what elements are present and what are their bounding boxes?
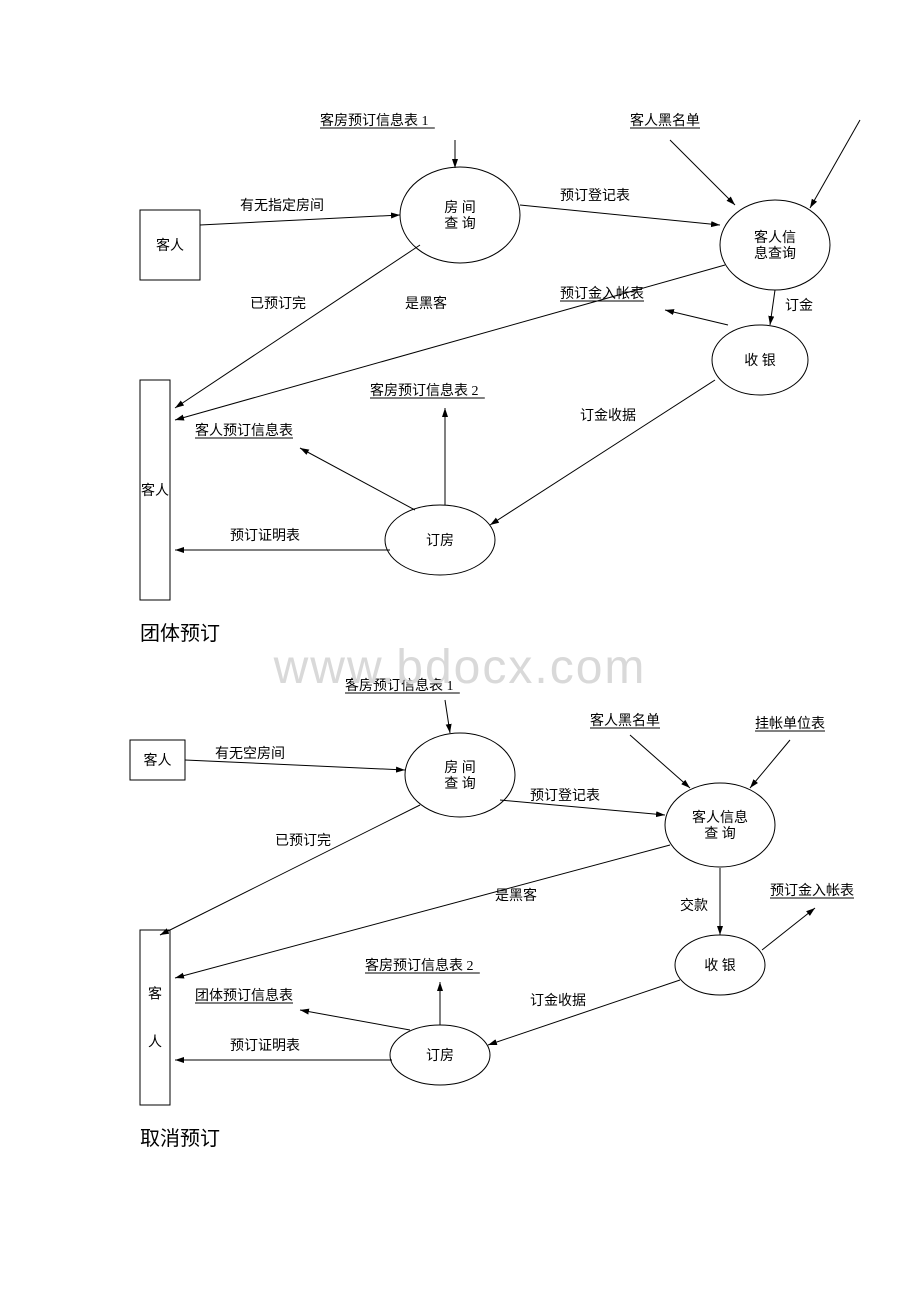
svg-text:已预订完: 已预订完 (275, 833, 331, 849)
svg-text:查 询: 查 询 (704, 826, 736, 842)
svg-text:预订登记表: 预订登记表 (530, 788, 600, 804)
svg-text:息查询: 息查询 (754, 245, 796, 262)
svg-text:客人信息: 客人信息 (692, 809, 748, 826)
svg-text:是黑客: 是黑客 (495, 887, 537, 904)
svg-text:团体预订信息表: 团体预订信息表 (195, 987, 293, 1004)
svg-text:订金收据: 订金收据 (530, 993, 586, 1009)
svg-text:有无空房间: 有无空房间 (215, 746, 285, 762)
svg-text:已预订完: 已预订完 (250, 296, 306, 312)
svg-text:团体预订: 团体预订 (140, 622, 220, 645)
svg-text:客人: 客人 (156, 237, 184, 254)
svg-text:订房: 订房 (426, 533, 454, 549)
svg-text:客人: 客人 (144, 752, 172, 769)
svg-text:有无指定房间: 有无指定房间 (240, 198, 324, 214)
svg-text:客人黑名单: 客人黑名单 (630, 112, 700, 129)
svg-text:收 银: 收 银 (744, 353, 776, 369)
svg-text:查 询: 查 询 (444, 216, 476, 232)
svg-text:订金: 订金 (785, 298, 813, 314)
svg-text:客房预订信息表 1: 客房预订信息表 1 (345, 677, 454, 694)
svg-text:房 间: 房 间 (444, 200, 476, 216)
svg-text:客: 客 (148, 986, 162, 1003)
svg-text:人: 人 (148, 1035, 162, 1051)
svg-text:房 间: 房 间 (444, 760, 476, 776)
svg-text:客人信: 客人信 (754, 229, 796, 246)
svg-text:订金收据: 订金收据 (580, 408, 636, 424)
svg-text:预订登记表: 预订登记表 (560, 188, 630, 204)
svg-text:查 询: 查 询 (444, 776, 476, 792)
svg-text:预订证明表: 预订证明表 (230, 1038, 300, 1054)
svg-text:收 银: 收 银 (704, 958, 736, 974)
svg-text:订房: 订房 (426, 1048, 454, 1064)
svg-text:交款: 交款 (680, 897, 708, 914)
svg-text:客房预订信息表 2: 客房预订信息表 2 (370, 382, 479, 399)
svg-text:客人预订信息表: 客人预订信息表 (195, 422, 293, 439)
svg-text:客房预订信息表 1: 客房预订信息表 1 (320, 112, 429, 129)
svg-text:预订金入帐表: 预订金入帐表 (770, 883, 854, 899)
svg-text:是黑客: 是黑客 (405, 295, 447, 312)
svg-text:客房预订信息表 2: 客房预订信息表 2 (365, 957, 474, 974)
svg-text:挂帐单位表: 挂帐单位表 (755, 716, 825, 732)
svg-text:取消预订: 取消预订 (140, 1127, 220, 1150)
svg-text:预订证明表: 预订证明表 (230, 528, 300, 544)
svg-text:客人: 客人 (141, 482, 169, 499)
dfd-canvas: 客人客人房 间查 询客人信息查询收 银订房客房预订信息表 1客人黑名单预订金入帐… (0, 0, 920, 1302)
svg-text:客人黑名单: 客人黑名单 (590, 712, 660, 729)
